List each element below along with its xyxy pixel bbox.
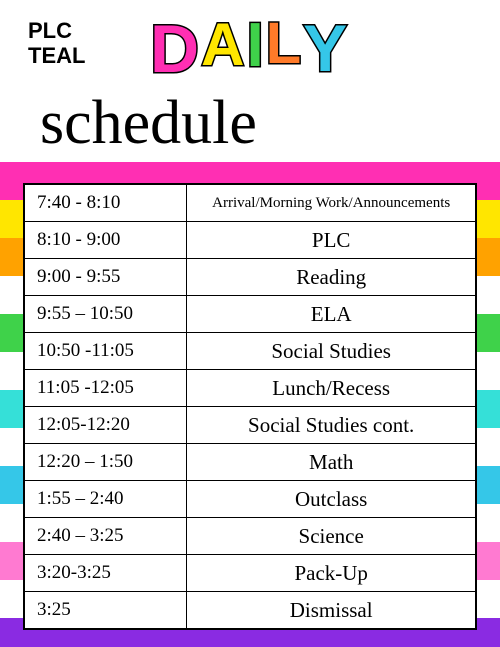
schedule-row: 8:10 - 9:00PLC (25, 222, 476, 259)
schedule-row: 3:25Dismissal (25, 592, 476, 629)
time-cell: 7:40 - 8:10 (25, 185, 187, 222)
daily-letter: I (246, 10, 263, 88)
daily-wordart: DAILY (150, 10, 347, 88)
time-cell: 11:05 -12:05 (25, 370, 187, 407)
activity-cell: Social Studies cont. (187, 407, 476, 444)
schedule-row: 3:20-3:25Pack-Up (25, 555, 476, 592)
time-cell: 8:10 - 9:00 (25, 222, 187, 259)
time-cell: 3:25 (25, 592, 187, 629)
activity-cell: Arrival/Morning Work/Announcements (187, 185, 476, 222)
schedule-row: 2:40 – 3:25Science (25, 518, 476, 555)
activity-cell: Reading (187, 259, 476, 296)
time-cell: 2:40 – 3:25 (25, 518, 187, 555)
activity-cell: Science (187, 518, 476, 555)
schedule-row: 9:00 - 9:55Reading (25, 259, 476, 296)
daily-letter: D (150, 10, 199, 88)
schedule-row: 10:50 -11:05Social Studies (25, 333, 476, 370)
schedule-table: 7:40 - 8:10Arrival/Morning Work/Announce… (24, 184, 476, 629)
time-cell: 9:55 – 10:50 (25, 296, 187, 333)
daily-letter: A (201, 10, 244, 88)
time-cell: 12:05-12:20 (25, 407, 187, 444)
schedule-row: 9:55 – 10:50ELA (25, 296, 476, 333)
class-label-line2: TEAL (28, 43, 85, 68)
schedule-row: 12:05-12:20Social Studies cont. (25, 407, 476, 444)
schedule-table-container: 7:40 - 8:10Arrival/Morning Work/Announce… (23, 183, 477, 630)
time-cell: 3:20-3:25 (25, 555, 187, 592)
header: PLC TEAL DAILY schedule (0, 0, 500, 183)
schedule-row: 12:20 – 1:50Math (25, 444, 476, 481)
class-label-line1: PLC (28, 18, 72, 43)
time-cell: 12:20 – 1:50 (25, 444, 187, 481)
activity-cell: Math (187, 444, 476, 481)
daily-letter: Y (303, 10, 347, 88)
activity-cell: Social Studies (187, 333, 476, 370)
activity-cell: Outclass (187, 481, 476, 518)
activity-cell: PLC (187, 222, 476, 259)
activity-cell: ELA (187, 296, 476, 333)
schedule-row: 11:05 -12:05Lunch/Recess (25, 370, 476, 407)
time-cell: 10:50 -11:05 (25, 333, 187, 370)
schedule-script: schedule (40, 88, 257, 159)
time-cell: 9:00 - 9:55 (25, 259, 187, 296)
daily-letter: L (266, 10, 301, 88)
schedule-row: 7:40 - 8:10Arrival/Morning Work/Announce… (25, 185, 476, 222)
activity-cell: Dismissal (187, 592, 476, 629)
activity-cell: Lunch/Recess (187, 370, 476, 407)
activity-cell: Pack-Up (187, 555, 476, 592)
schedule-row: 1:55 – 2:40Outclass (25, 481, 476, 518)
time-cell: 1:55 – 2:40 (25, 481, 187, 518)
